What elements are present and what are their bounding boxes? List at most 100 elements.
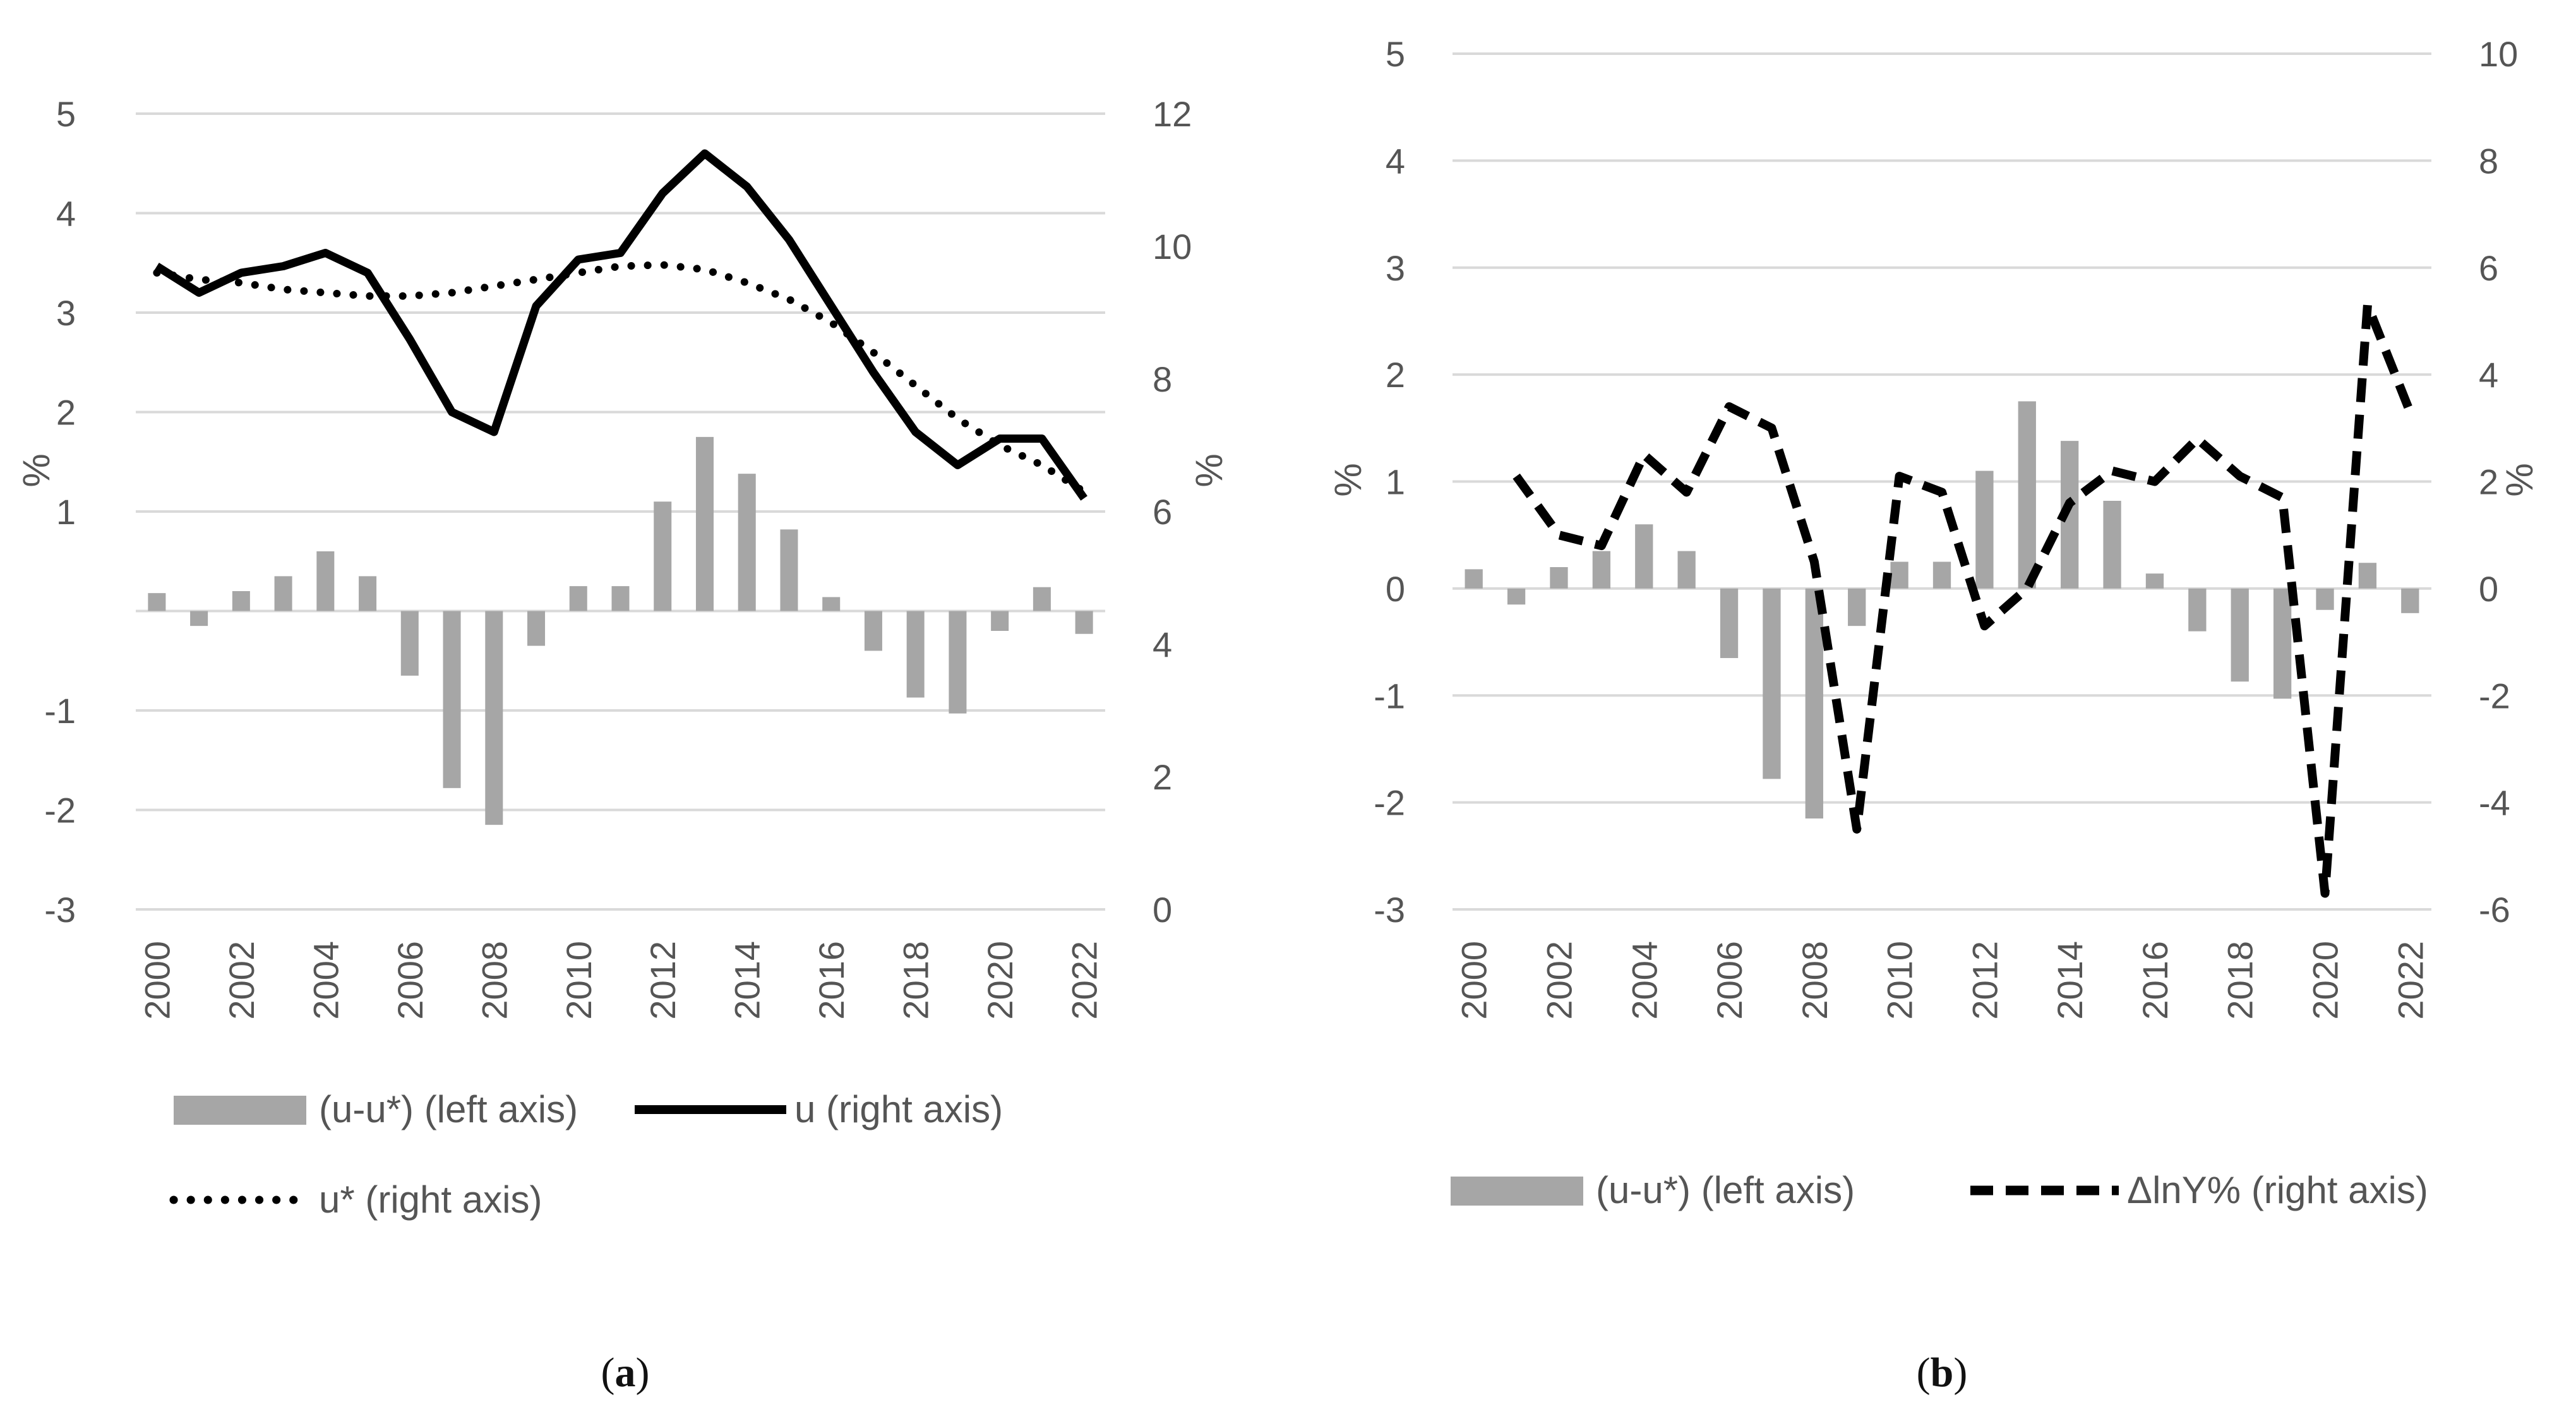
panel-b-left-tick-label: -2 xyxy=(1374,783,1405,823)
panel-b-left-tick-label: 4 xyxy=(1386,141,1405,181)
panel-a-left-tick-label: 4 xyxy=(56,194,76,234)
panel-a-caption: (a) xyxy=(601,1350,650,1396)
panel-b-bar xyxy=(1635,524,1653,589)
panel-b-gridlines xyxy=(1453,52,2431,911)
panel-a-left-tick-label: -3 xyxy=(44,890,76,930)
panel-b-right-tick-label: -4 xyxy=(2479,783,2510,823)
panel-a-lines xyxy=(153,149,1088,501)
panel-a-left-tick-label: 2 xyxy=(56,393,76,433)
panel-b-x-tick-label: 2012 xyxy=(1965,941,2004,1020)
panel-b-bar xyxy=(2018,401,2036,589)
panel-a-right-tick-label: 10 xyxy=(1153,227,1192,267)
panel-a-right-tick-label: 2 xyxy=(1153,757,1172,797)
panel-b-bar xyxy=(2273,588,2292,699)
panel-b-caption: (b) xyxy=(1917,1350,1968,1396)
panel-a-bars xyxy=(148,436,1093,825)
panel-b-bar xyxy=(1975,470,1994,589)
panel-b-bar xyxy=(1848,588,1866,626)
svg-text:(a): (a) xyxy=(601,1350,650,1396)
panel-b-right-tick-label: -2 xyxy=(2479,676,2510,716)
panel-b-x-tick-label: 2008 xyxy=(1795,941,1835,1020)
panel-b-x-tick-label: 2016 xyxy=(2135,941,2175,1020)
panel-a-legend-bar-label: (u-u*) (left axis) xyxy=(319,1088,578,1130)
panel-a-bar xyxy=(527,611,546,646)
panel-a-x-tick-label: 2014 xyxy=(728,941,767,1020)
panel-b-bar xyxy=(2358,563,2377,589)
panel-b-bar xyxy=(1890,561,1908,589)
panel-a-bar xyxy=(654,501,672,611)
panel-b-bar xyxy=(2316,588,2334,610)
panel-a-bar xyxy=(695,436,714,611)
panel-a-left-tick-label: -1 xyxy=(44,691,76,731)
panel-a-x-tick-label: 2002 xyxy=(222,941,261,1020)
panel-b-right-tick-label: 6 xyxy=(2479,248,2498,288)
panel-b-bar xyxy=(2145,573,2164,589)
panel-a-x-tick-label: 2010 xyxy=(559,941,599,1020)
panel-a-left-tick-label: -2 xyxy=(44,791,76,830)
panel-a-right-tick-label: 0 xyxy=(1153,890,1172,930)
panel-a-bar xyxy=(190,611,208,626)
panel-b-x-tick-label: 2000 xyxy=(1454,941,1494,1020)
panel-b-right-ticks: -6 -4 -2 0 2 4 6 8 10 xyxy=(2479,34,2518,930)
panel-a-bar xyxy=(906,611,925,698)
panel-a-caption-letter: a xyxy=(615,1350,636,1396)
panel-a-x-tick-label: 2006 xyxy=(390,941,430,1020)
panel-a-bar xyxy=(991,611,1009,631)
panel-a-bar xyxy=(822,597,841,611)
panel-b-x-tick-label: 2018 xyxy=(2220,941,2260,1020)
panel-b-legend-dlny-label: ΔlnY% (right axis) xyxy=(2127,1169,2428,1211)
panel-a-x-tick-label: 2008 xyxy=(474,941,514,1020)
panel-b-x-tick-label: 2010 xyxy=(1880,941,1920,1020)
panel-b-left-tick-label: 1 xyxy=(1386,462,1405,502)
panel-b-bars xyxy=(1465,401,2419,819)
panel-a-bar xyxy=(1033,587,1051,611)
panel-b-x-tick-label: 2006 xyxy=(1710,941,1749,1020)
panel-a-legend-u-label: u (right axis) xyxy=(794,1088,1003,1130)
panel-b-lines xyxy=(1513,301,2414,898)
panel-b-bar xyxy=(2401,588,2419,613)
panel-a-x-tick-label: 2020 xyxy=(980,941,1020,1020)
svg-text:(b): (b) xyxy=(1917,1350,1968,1396)
panel-a-right-tick-label: 6 xyxy=(1153,492,1172,532)
panel-b-x-tick-label: 2014 xyxy=(2050,941,2090,1020)
panel-a-left-tick-label: 3 xyxy=(56,293,76,333)
panel-a-right-tick-label: 12 xyxy=(1153,94,1192,134)
panel-b-left-tick-label: 2 xyxy=(1386,355,1405,395)
panel-a-bar xyxy=(443,611,461,788)
panel-a-bar xyxy=(864,611,882,651)
panel-b-right-tick-label: 4 xyxy=(2479,355,2498,395)
panel-a-right-ticks: 0 2 4 6 8 10 12 xyxy=(1153,94,1192,930)
panel-b-bar xyxy=(2231,588,2249,682)
panel-a-gridlines xyxy=(136,112,1105,911)
panel-a-right-tick-label: 4 xyxy=(1153,625,1172,664)
panel-b-left-tick-label: -1 xyxy=(1374,676,1405,716)
panel-a-x-ticks: 2000 2002 2004 2006 2008 2010 2012 2014 2016 2018… xyxy=(137,941,1104,1020)
panel-b-legend: (u-u*) (left axis) ΔlnY% (right axis) xyxy=(1451,1169,2428,1211)
panel-b-x-tick-label: 2022 xyxy=(2390,941,2430,1020)
panel-b-right-axis-label: % xyxy=(2498,463,2541,496)
panel-a-x-tick-label: 2016 xyxy=(812,941,851,1020)
panel-b-left-ticks: -3 -2 -1 0 1 2 3 4 5 xyxy=(1374,34,1405,930)
panel-b-bar xyxy=(1677,551,1696,589)
panel-a-bar xyxy=(949,611,967,714)
panel-b-bar xyxy=(1507,588,1526,605)
panel-b-legend-bar-label: (u-u*) (left axis) xyxy=(1596,1169,1855,1211)
panel-a-bar xyxy=(316,551,335,611)
panel-b-x-tick-label: 2004 xyxy=(1624,941,1664,1020)
panel-b-legend-bar-swatch xyxy=(1451,1177,1583,1206)
panel-b-dlny-line xyxy=(1513,301,2414,898)
panel-a-x-tick-label: 2012 xyxy=(643,941,683,1020)
panel-a-x-tick-label: 2022 xyxy=(1065,941,1105,1020)
panel-a-x-tick-label: 2004 xyxy=(306,941,345,1020)
panel-b-x-ticks: 2000 2002 2004 2006 2008 2010 2012 2014 2016 2018… xyxy=(1454,941,2431,1020)
panel-b-bar xyxy=(2188,588,2207,632)
panel-a-bar xyxy=(232,591,250,611)
panel-a-left-tick-label: 5 xyxy=(56,94,76,134)
panel-a-bar xyxy=(148,593,166,611)
panel-b-bar xyxy=(1720,588,1739,658)
panel-b-caption-letter: b xyxy=(1931,1350,1954,1396)
panel-a-bar xyxy=(780,529,798,611)
